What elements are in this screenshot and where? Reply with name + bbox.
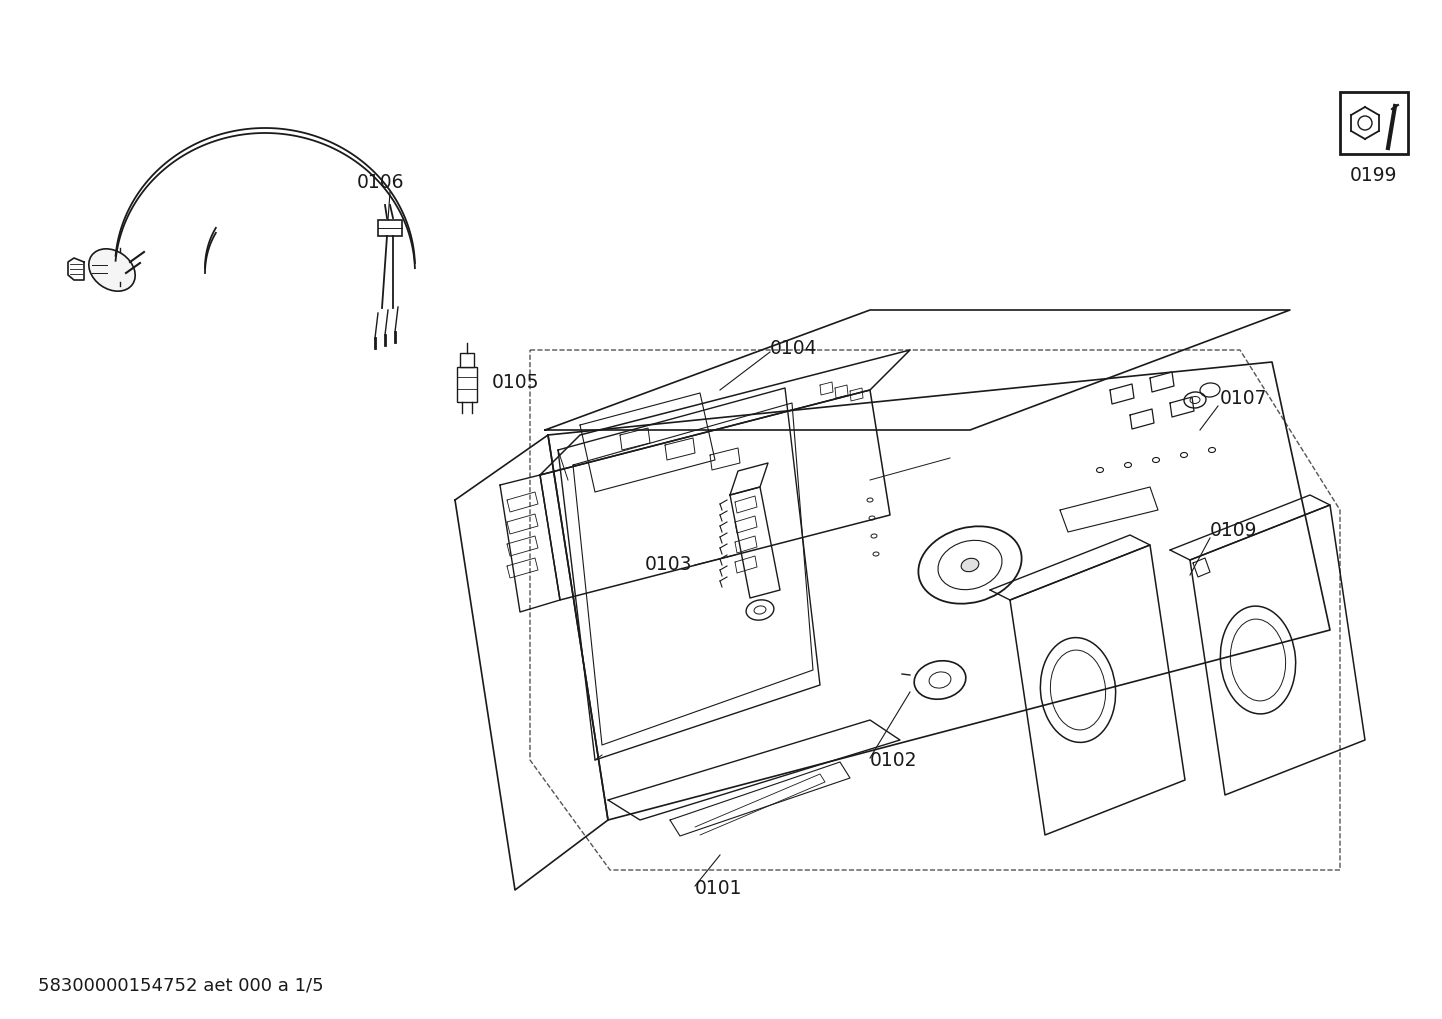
Text: 0101: 0101: [695, 878, 743, 898]
Text: 0109: 0109: [1210, 521, 1257, 539]
Text: 0104: 0104: [770, 338, 818, 358]
Text: 0199: 0199: [1350, 165, 1397, 184]
Circle shape: [1358, 116, 1371, 130]
Text: 0105: 0105: [492, 374, 539, 392]
Text: 0102: 0102: [870, 751, 917, 769]
Ellipse shape: [89, 249, 136, 291]
FancyBboxPatch shape: [378, 220, 402, 236]
FancyBboxPatch shape: [1340, 92, 1407, 154]
Text: 0107: 0107: [1220, 388, 1268, 408]
Text: 0106: 0106: [358, 172, 405, 192]
Text: 0103: 0103: [645, 555, 692, 575]
FancyBboxPatch shape: [457, 367, 477, 403]
FancyBboxPatch shape: [460, 353, 474, 367]
Text: 58300000154752 aet 000 a 1/5: 58300000154752 aet 000 a 1/5: [37, 976, 323, 994]
Ellipse shape: [962, 558, 979, 572]
